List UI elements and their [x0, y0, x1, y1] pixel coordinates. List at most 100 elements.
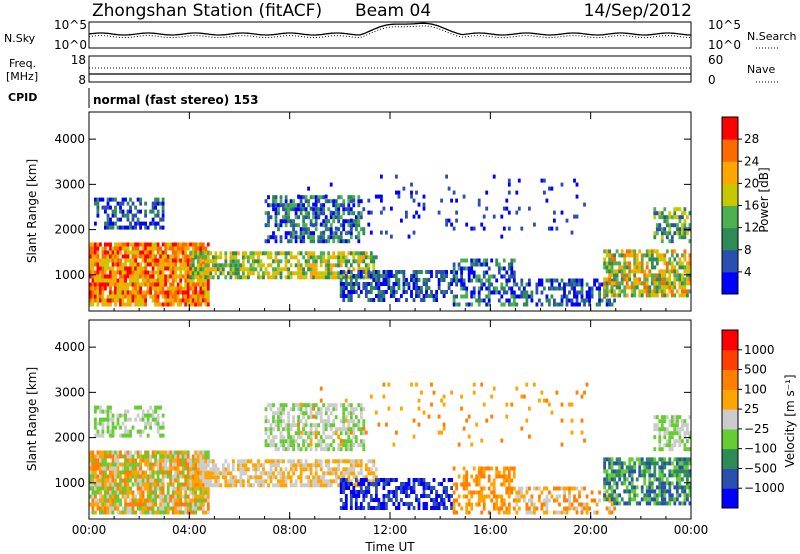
range-gate-cell [94, 246, 97, 251]
range-gate-cell [352, 267, 356, 272]
range-gate-cell [507, 302, 511, 307]
range-gate-cell [640, 457, 644, 462]
range-gate-cell [688, 493, 691, 498]
range-gate-cell [151, 250, 155, 255]
range-gate-cell [191, 302, 195, 307]
range-gate-cell [154, 258, 158, 263]
range-gate-cell [580, 418, 584, 423]
range-gate-cell [492, 386, 496, 391]
range-gate-cell [628, 265, 632, 270]
range-gate-cell [124, 462, 127, 467]
range-gate-cell [189, 506, 193, 511]
range-gate-cell [284, 207, 288, 212]
range-gate-cell [287, 259, 291, 264]
range-gate-cell [380, 174, 383, 179]
range-gate-cell [136, 466, 140, 471]
range-gate-cell [159, 282, 163, 287]
range-gate-cell [402, 278, 406, 282]
range-gate-cell [234, 271, 238, 276]
range-gate-cell [415, 382, 418, 387]
range-gate-cell [605, 281, 609, 286]
range-gate-cell [272, 443, 275, 448]
range-gate-cell [149, 246, 153, 251]
range-gate-cell [645, 289, 649, 294]
range-gate-cell [390, 290, 393, 294]
range-gate-cell [573, 286, 576, 291]
range-gate-cell [676, 227, 679, 232]
range-gate-cell [585, 502, 589, 507]
range-gate-cell [332, 447, 336, 452]
range-gate-cell [635, 457, 639, 462]
range-gate-cell [91, 498, 95, 503]
range-gate-cell [663, 431, 667, 436]
range-gate-cell [450, 222, 454, 227]
range-gate-cell [349, 275, 353, 280]
range-gate-cell [435, 498, 439, 502]
range-gate-cell [686, 261, 689, 266]
range-gate-cell [668, 489, 672, 494]
range-gate-cell [314, 215, 318, 220]
range-gate-cell [359, 478, 363, 482]
range-gate-cell [116, 494, 120, 499]
range-gate-cell [149, 221, 153, 226]
range-gate-cell [380, 194, 383, 199]
range-gate-cell [385, 278, 388, 282]
range-gate-cell [179, 266, 183, 271]
colorbar-swatch [722, 205, 738, 229]
range-gate-cell [174, 478, 178, 483]
range-gate-cell [144, 510, 148, 515]
range-gate-cell [257, 251, 260, 256]
range-gate-cell [131, 466, 135, 471]
range-gate-cell [121, 454, 125, 459]
range-gate-cell [146, 274, 150, 279]
range-gate-cell [146, 225, 150, 230]
range-gate-cell [99, 294, 102, 299]
range-gate-cell [427, 286, 431, 290]
range-gate-cell [580, 506, 584, 511]
range-gate-cell [151, 450, 155, 455]
range-gate-cell [565, 282, 569, 287]
range-gate-cell [485, 190, 489, 195]
range-gate-cell [688, 273, 691, 278]
range-gate-cell [302, 267, 306, 272]
range-gate-cell [670, 261, 674, 266]
range-gate-cell [204, 490, 208, 495]
range-gate-cell [206, 486, 210, 491]
range-gate-cell [375, 498, 378, 502]
range-gate-cell [159, 454, 163, 459]
range-gate-cell [284, 199, 288, 204]
range-gate-cell [166, 490, 170, 495]
range-gate-cell [658, 281, 662, 286]
range-gate-cell [267, 435, 270, 440]
range-gate-cell [608, 269, 612, 274]
range-gate-cell [630, 469, 634, 474]
range-gate-cell [181, 466, 185, 471]
range-gate-cell [608, 461, 612, 466]
range-gate-cell [440, 290, 444, 294]
range-gate-cell [194, 479, 198, 484]
range-gate-cell [232, 459, 235, 464]
range-gate-cell [144, 221, 148, 226]
range-gate-cell [269, 479, 273, 484]
range-gate-cell [201, 482, 205, 487]
range-gate-cell [106, 302, 110, 307]
range-gate-cell [282, 479, 285, 484]
range-gate-cell [405, 482, 408, 486]
range-gate-cell [608, 465, 612, 470]
range-gate-cell [665, 415, 669, 420]
range-gate-cell [359, 482, 363, 486]
range-gate-cell [111, 254, 115, 259]
range-gate-cell [359, 403, 363, 408]
velocity-data [89, 382, 691, 515]
range-gate-cell [164, 458, 168, 463]
range-gate-cell [206, 502, 210, 507]
range-gate-cell [580, 430, 584, 435]
range-gate-cell [432, 298, 436, 302]
range-gate-cell [525, 290, 529, 295]
range-gate-cell [166, 242, 170, 247]
range-gate-cell [412, 418, 416, 423]
range-gate-cell [104, 494, 107, 499]
range-gate-cell [362, 251, 366, 256]
range-gate-cell [545, 298, 549, 303]
range-gate-cell [314, 263, 318, 268]
